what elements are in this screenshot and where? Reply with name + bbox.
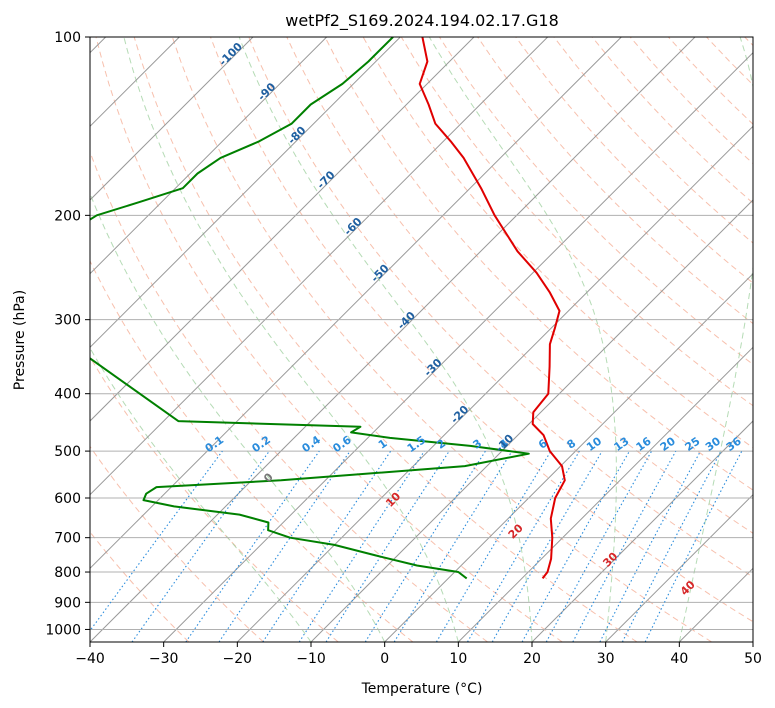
isotherm--80 xyxy=(90,37,401,349)
y-axis: 1000 900 800 700 600 500 400 300 200 100 xyxy=(45,30,90,638)
dry-adiabat-60 xyxy=(248,37,753,578)
dry-adiabat--20 xyxy=(90,445,264,642)
y-tick-label-300: 300 xyxy=(54,313,81,329)
y-tick-label-100: 100 xyxy=(54,30,81,46)
x-tick-label-50: 50 xyxy=(744,651,762,667)
plot-area: 0.1 0.2 0.4 0.6 1 1.5 2 3 4 6 8 10 13 16 20 25 30 36-100-… xyxy=(90,37,753,642)
isotherm--90 xyxy=(90,37,328,275)
isotherm-30 xyxy=(605,493,753,642)
x-tick-label-20: 20 xyxy=(523,651,541,667)
plot-frame xyxy=(89,36,754,643)
dry-adiabat-50 xyxy=(210,37,753,623)
mixing-ratio-line-1.5 xyxy=(298,450,425,642)
dry-adiabats xyxy=(90,37,753,642)
dry-adiabat-0 xyxy=(90,259,414,642)
y-tick-label-200: 200 xyxy=(54,208,81,224)
chart-title: wetPf2_S169.2024.194.02.17.G18 xyxy=(285,11,559,31)
isotherm--40 xyxy=(90,37,696,642)
moist-adiabat-0 xyxy=(90,192,386,642)
x-tick-label-40: 40 xyxy=(670,651,688,667)
y-tick-label-900: 900 xyxy=(54,595,81,611)
temperature-profile xyxy=(418,37,566,580)
mixing-ratio-line-13 xyxy=(521,450,630,642)
mixing-ratio-line-4 xyxy=(393,450,513,642)
x-tick-label--20: −20 xyxy=(223,651,253,667)
dewpoint-profile xyxy=(90,37,530,580)
mixing-ratio-line-2 xyxy=(325,450,450,642)
mixing-ratio-line-20 xyxy=(572,450,677,642)
isotherm-20 xyxy=(531,420,753,642)
mixing-ratio-lines xyxy=(90,450,743,642)
dry-adiabat-80 xyxy=(324,37,753,491)
mixing-ratio-line-1 xyxy=(262,450,392,642)
y-axis-title: Pressure (hPa) xyxy=(12,290,28,390)
moist-adiabat-20 xyxy=(238,37,533,642)
moist-adiabat--10 xyxy=(90,347,312,642)
mixing-ratio-line-16 xyxy=(545,450,653,642)
moist-adiabat-10 xyxy=(123,37,459,642)
dry-adiabat--10 xyxy=(90,356,339,642)
mixing-ratio-line-0.1 xyxy=(90,450,223,632)
y-tick-label-800: 800 xyxy=(54,565,81,581)
y-tick-label-600: 600 xyxy=(54,491,81,507)
y-tick-label-400: 400 xyxy=(54,387,81,403)
x-axis-title: Temperature (°C) xyxy=(361,681,483,697)
x-tick-label--40: −40 xyxy=(75,651,105,667)
mixing-ratio-line-0.4 xyxy=(185,450,320,642)
isotherm--20 xyxy=(236,125,753,642)
dry-adiabat-40 xyxy=(171,37,712,642)
isotherm-0 xyxy=(384,272,753,642)
x-axis: −40 −30 −20 −10 0 10 20 30 40 50 xyxy=(75,642,762,667)
moist-adiabat-30 xyxy=(428,37,617,642)
moist-adiabat-40 xyxy=(678,37,753,642)
x-tick-label-10: 10 xyxy=(449,651,467,667)
dry-adiabat-70 xyxy=(286,37,753,534)
x-tick-label-0: 0 xyxy=(380,651,389,667)
isotherm--50 xyxy=(90,37,622,570)
x-tick-label--10: −10 xyxy=(296,651,326,667)
pressure-gridlines xyxy=(90,37,753,630)
mixing-ratio-line-0.6 xyxy=(218,450,351,642)
isotherms xyxy=(90,37,753,642)
moist-adiabats xyxy=(90,37,753,642)
y-tick-label-1000: 1000 xyxy=(45,622,81,638)
x-tick-label-30: 30 xyxy=(597,651,615,667)
y-tick-label-500: 500 xyxy=(54,444,81,460)
isotherm--100 xyxy=(90,37,254,201)
mixing-ratio-line-36 xyxy=(644,450,743,642)
dry-adiabat-20 xyxy=(95,37,563,642)
isotherm-10 xyxy=(457,346,753,642)
dry-adiabat-30 xyxy=(133,37,638,642)
sounding-series xyxy=(90,37,566,580)
x-tick-label--30: −30 xyxy=(149,651,179,667)
dry-adiabat-130 xyxy=(515,37,753,284)
isotherm--10 xyxy=(310,199,753,642)
isotherm--70 xyxy=(90,37,475,422)
mixing-ratio-line-0.2 xyxy=(131,450,270,642)
y-tick-label-700: 700 xyxy=(54,531,81,547)
isotherm--30 xyxy=(163,51,753,642)
